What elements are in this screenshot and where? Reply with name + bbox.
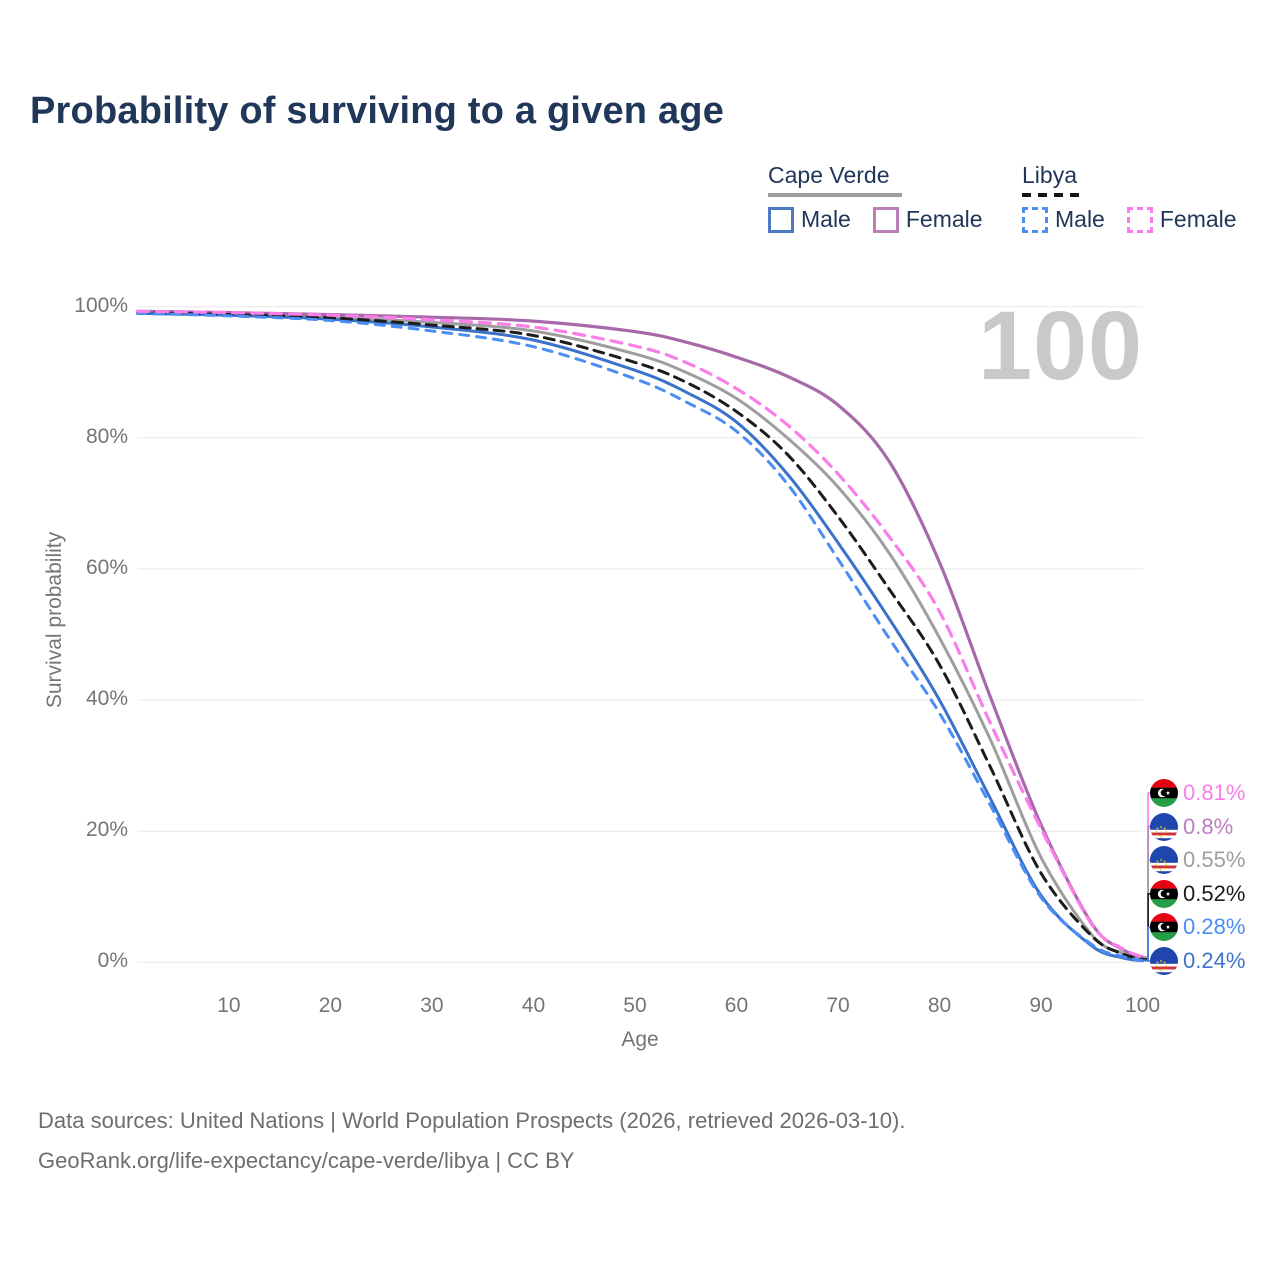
x-tick-20: 20: [318, 994, 343, 1017]
y-tick-60: 60%: [85, 555, 128, 579]
legend-label-cape-verde-female: Female: [905, 206, 983, 232]
legend-line-sample-solid: [768, 193, 902, 197]
libya-flag-icon: [1150, 913, 1178, 942]
legend-label-cape-verde-male: Male: [801, 206, 851, 232]
x-axis-title: Age: [621, 1028, 659, 1051]
x-tick-80: 80: [927, 994, 952, 1017]
end-label-cape-verde-male: 0.24%: [1150, 946, 1245, 976]
page-title: Probability of surviving to a given age: [30, 90, 725, 132]
legend-item-cape-verde-female[interactable]: Female: [872, 206, 983, 233]
curve-libya-male: [136, 311, 1145, 962]
curve-libya-all: [136, 311, 1145, 961]
legend-item-libya-male[interactable]: Male: [1022, 206, 1105, 233]
end-label-value-cape-verde-all: 0.55%: [1183, 847, 1246, 873]
y-tick-80: 80%: [85, 424, 128, 448]
end-label-cape-verde-female: 0.8%: [1150, 812, 1233, 842]
x-tick-60: 60: [724, 994, 749, 1017]
x-tick-70: 70: [826, 994, 850, 1017]
legend-swatch-cape-verde-female-icon: [872, 206, 899, 233]
end-label-value-libya-all: 0.52%: [1183, 880, 1246, 906]
legend-swatch-cape-verde-male-icon: [768, 206, 794, 233]
legend-line-sample-dashed: [1022, 193, 1084, 197]
legend-group-title-cape-verde: Cape Verde: [768, 162, 890, 188]
end-label-value-cape-verde-male: 0.24%: [1183, 948, 1246, 973]
cape-verde-flag-icon: [1150, 846, 1178, 875]
cape-verde-flag-icon: [1150, 947, 1178, 975]
x-tick-30: 30: [420, 994, 444, 1017]
age-counter-watermark: 100: [978, 291, 1143, 400]
legend-group-cape-verde: Cape Verde Male Female: [768, 162, 983, 233]
x-tick-10: 10: [217, 994, 241, 1017]
legend-group-libya: Libya Male Female: [1022, 162, 1237, 233]
legend-group-title-libya: Libya: [1022, 162, 1077, 188]
y-tick-100: 100%: [74, 293, 128, 317]
legend-swatch-libya-female-icon: [1126, 206, 1153, 233]
legend-label-libya-male: Male: [1055, 206, 1105, 232]
curve-libya-female: [136, 309, 1145, 959]
y-tick-20: 20%: [85, 818, 128, 842]
x-tick-50: 50: [623, 994, 647, 1017]
cape-verde-flag-icon: [1150, 812, 1178, 841]
footer-link: GeoRank.org/life-expectancy/cape-verde/l…: [38, 1148, 575, 1173]
end-label-value-libya-female: 0.81%: [1183, 780, 1246, 805]
libya-flag-icon: [1150, 879, 1178, 908]
legend-item-libya-female[interactable]: Female: [1126, 206, 1237, 233]
x-tick-100: 100: [1125, 994, 1161, 1017]
end-label-cape-verde-all: 0.55%: [1150, 845, 1245, 875]
y-tick-40: 40%: [85, 687, 128, 711]
legend-item-cape-verde-male[interactable]: Male: [768, 206, 851, 233]
end-label-libya-female: 0.81%: [1150, 778, 1245, 808]
legend-swatch-libya-male-icon: [1022, 206, 1048, 233]
end-label-value-libya-male: 0.28%: [1183, 914, 1246, 940]
footer-data-sources: Data sources: United Nations | World Pop…: [38, 1108, 906, 1133]
x-tick-90: 90: [1029, 994, 1053, 1017]
x-tick-40: 40: [521, 994, 546, 1017]
legend-label-libya-female: Female: [1159, 206, 1237, 232]
curve-cape-verde-male: [136, 311, 1145, 963]
curve-cape-verde-female: [136, 309, 1145, 959]
end-label-value-cape-verde-female: 0.8%: [1183, 813, 1234, 839]
y-tick-0: 0%: [97, 949, 128, 973]
end-label-libya-all: 0.52%: [1150, 879, 1245, 909]
y-axis-title: Survival probability: [43, 531, 66, 709]
end-label-libya-male: 0.28%: [1150, 912, 1245, 942]
curve-cape-verde-all: [136, 311, 1145, 961]
libya-flag-icon: [1150, 779, 1178, 807]
